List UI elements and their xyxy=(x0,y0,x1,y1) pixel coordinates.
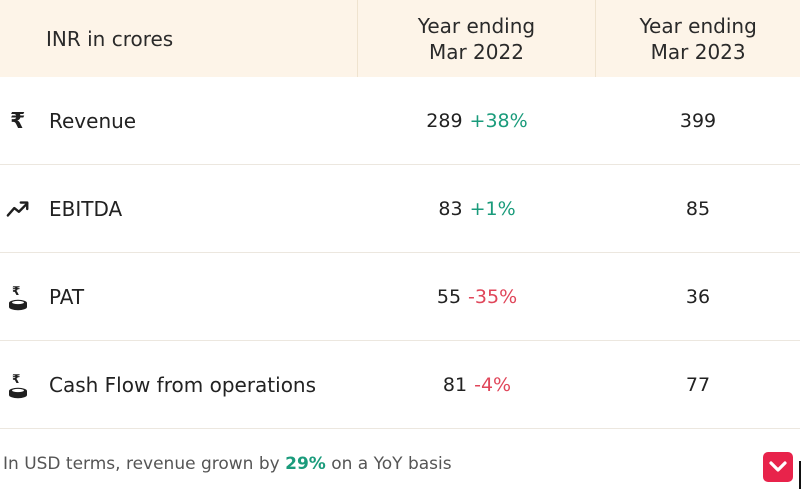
value-2023: 85 xyxy=(685,197,711,220)
change-badge: +38% xyxy=(469,109,528,132)
value-2023-cell: 85 xyxy=(596,165,800,252)
svg-text:₹: ₹ xyxy=(10,109,25,134)
header-year-2022: Year ending Mar 2022 xyxy=(358,0,597,77)
value-2023-cell: 36 xyxy=(596,253,800,340)
header-label-cell: INR in crores xyxy=(0,0,358,77)
row-label-cell: ₹ Revenue xyxy=(0,77,358,164)
footer-text-before: In USD terms, revenue grown by xyxy=(3,454,286,474)
cursor-marker xyxy=(799,461,801,489)
metric-name: PAT xyxy=(49,284,85,309)
header-year-2022-line2: Mar 2022 xyxy=(428,39,524,64)
value-2022-cell: 289 +38% xyxy=(358,77,596,164)
footer-highlight: 29% xyxy=(285,454,326,474)
rupee-icon: ₹ xyxy=(6,107,30,135)
change-badge: +1% xyxy=(469,197,516,220)
value-2023: 77 xyxy=(685,373,711,396)
value-2023: 36 xyxy=(685,285,711,308)
header-year-2022-line1: Year ending xyxy=(417,13,536,38)
table-row-pat: ₹ PAT 55 -35% 36 xyxy=(0,253,800,341)
trend-up-icon xyxy=(6,195,30,223)
financial-table: INR in crores Year ending Mar 2022 Year … xyxy=(0,0,800,429)
change-badge: -4% xyxy=(474,373,512,396)
metric-name: Cash Flow from operations xyxy=(49,372,317,397)
header-label: INR in crores xyxy=(46,26,174,51)
rupee-coins-icon: ₹ xyxy=(6,371,30,399)
svg-text:₹: ₹ xyxy=(12,284,20,298)
rupee-coins-icon: ₹ xyxy=(6,283,30,311)
value-2022: 289 xyxy=(426,109,463,132)
footer-text: In USD terms, revenue grown by 29% on a … xyxy=(3,454,452,474)
row-label-cell: ₹ PAT xyxy=(0,253,358,340)
table-header: INR in crores Year ending Mar 2022 Year … xyxy=(0,0,800,77)
value-2022: 55 xyxy=(436,285,462,308)
value-2023-cell: 399 xyxy=(596,77,800,164)
brand-logo-icon[interactable] xyxy=(763,452,793,482)
table-row-cash-flow: ₹ Cash Flow from operations 81 -4% 77 xyxy=(0,341,800,429)
header-year-2023-line2: Mar 2023 xyxy=(650,39,746,64)
svg-text:₹: ₹ xyxy=(12,372,20,386)
value-2023-cell: 77 xyxy=(596,341,800,428)
table-row-ebitda: EBITDA 83 +1% 85 xyxy=(0,165,800,253)
value-2022-cell: 55 -35% xyxy=(358,253,596,340)
header-year-2023-line1: Year ending xyxy=(639,13,757,38)
change-badge: -35% xyxy=(468,285,518,308)
value-2023: 399 xyxy=(679,109,717,132)
value-2022: 83 xyxy=(438,197,463,220)
metric-name: Revenue xyxy=(49,108,137,133)
metric-name: EBITDA xyxy=(49,196,123,221)
value-2022-cell: 81 -4% xyxy=(358,341,596,428)
row-label-cell: EBITDA xyxy=(0,165,358,252)
row-label-cell: ₹ Cash Flow from operations xyxy=(0,341,358,428)
table-row-revenue: ₹ Revenue 289 +38% 399 xyxy=(0,77,800,165)
footer-note: In USD terms, revenue grown by 29% on a … xyxy=(0,427,800,501)
value-2022: 81 xyxy=(442,373,468,396)
value-2022-cell: 83 +1% xyxy=(358,165,596,252)
header-year-2023: Year ending Mar 2023 xyxy=(596,0,800,77)
footer-text-after: on a YoY basis xyxy=(325,454,452,474)
